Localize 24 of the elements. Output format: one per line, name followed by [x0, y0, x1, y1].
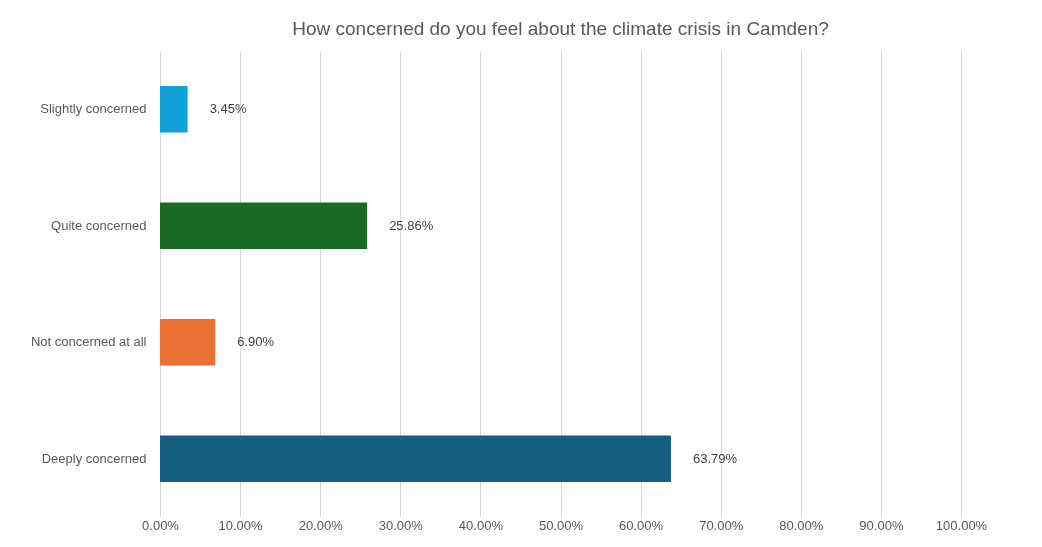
y-tick-label: Not concerned at all	[30, 334, 147, 350]
x-tick-label: 50.00%	[538, 517, 584, 533]
y-tick-label: Slightly concerned	[40, 101, 147, 117]
data-label: 3.45%	[209, 101, 247, 117]
y-tick-label: Deeply concerned	[41, 450, 147, 466]
x-tick-label: 20.00%	[298, 517, 344, 533]
x-tick-label: 60.00%	[619, 517, 664, 533]
bar	[160, 202, 368, 250]
x-tick-label: 0.00%	[142, 517, 180, 533]
x-tick-label: 90.00%	[859, 517, 904, 533]
chart-title: How concerned do you feel about the climate crisis in Camden?	[292, 18, 829, 39]
x-tick-label: 10.00%	[218, 517, 264, 533]
data-label: 6.90%	[237, 334, 275, 350]
x-tick-label: 100.00%	[935, 517, 988, 533]
bar	[160, 435, 671, 483]
bar	[160, 85, 188, 133]
x-tick-label: 30.00%	[378, 517, 424, 533]
data-label: 25.86%	[389, 217, 434, 233]
x-tick-label: 80.00%	[779, 517, 824, 533]
data-label: 63.79%	[692, 450, 738, 466]
y-tick-label: Quite concerned	[51, 217, 147, 233]
bar	[160, 318, 216, 366]
x-tick-label: 70.00%	[699, 517, 744, 533]
x-tick-label: 40.00%	[458, 517, 504, 533]
